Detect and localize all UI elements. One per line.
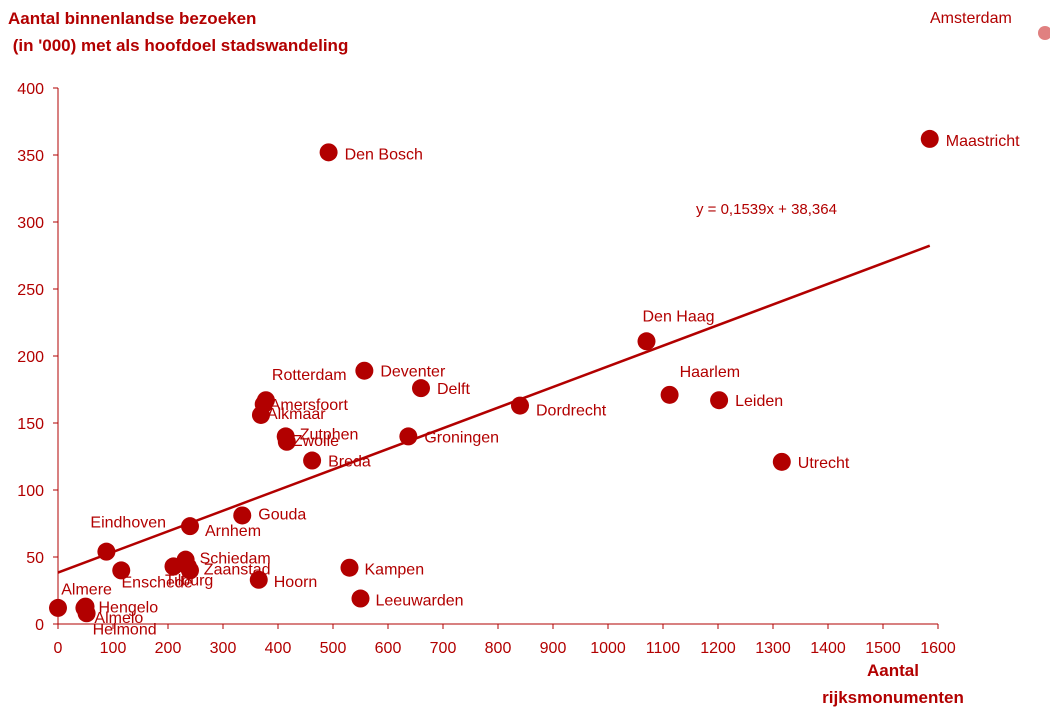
label-kampen: Kampen [365, 562, 425, 579]
label-den-haag: Den Haag [643, 308, 715, 325]
label-maastricht: Maastricht [946, 133, 1020, 150]
x-axis-title: Aantal rijksmonumenten [822, 661, 964, 707]
point-maastricht [920, 129, 939, 148]
point-den-bosch [319, 143, 338, 162]
label-helmond: Helmond [93, 621, 157, 638]
point-delft [412, 379, 430, 398]
outlier-point [1038, 26, 1050, 40]
x-tick-label: 900 [540, 640, 567, 657]
y-axis-title-line-2: (in '000) met als hoofdoel stadswandelin… [8, 36, 348, 55]
y-tick-label: 250 [17, 282, 44, 299]
trendline [57, 244, 931, 574]
label-groningen: Groningen [424, 429, 499, 446]
x-tick-label: 1500 [865, 640, 901, 657]
x-tick-label: 400 [265, 640, 292, 657]
point-groningen [399, 427, 418, 446]
label-almere: Almere [61, 581, 112, 598]
point-dordrecht [511, 396, 529, 415]
label-hoorn: Hoorn [274, 574, 318, 591]
point-leeuwarden [351, 589, 370, 608]
y-axis-title: Aantal binnenlandse bezoeken (in '000) m… [8, 9, 348, 55]
x-tick-label: 1100 [646, 640, 681, 657]
label-rotterdam: Rotterdam [272, 367, 347, 384]
x-tick-label: 1300 [755, 640, 791, 657]
point-helmond [77, 604, 96, 623]
label-zwolle: Zwolle [293, 433, 339, 450]
y-tick-label: 100 [17, 483, 44, 500]
label-hengelo: Hengelo [99, 600, 159, 617]
point-unlabeled [49, 598, 67, 617]
label-leeuwarden: Leeuwarden [376, 593, 464, 610]
label-deventer: Deventer [380, 364, 446, 381]
point-breda [303, 451, 322, 470]
label-gouda: Gouda [258, 506, 306, 523]
label-arnhem: Arnhem [205, 523, 261, 540]
point-almere [112, 561, 131, 580]
x-tick-label: 200 [155, 640, 182, 657]
y-tick-label: 400 [17, 81, 44, 98]
label-den-bosch: Den Bosch [345, 146, 423, 163]
x-tick-label: 1400 [810, 640, 846, 657]
y-tick-label: 50 [26, 550, 44, 567]
y-tick-label: 0 [35, 617, 44, 634]
x-tick-label: 100 [100, 640, 127, 657]
label-enschede: Enschede [122, 574, 193, 591]
point-gouda [233, 506, 252, 525]
label-haarlem: Haarlem [680, 364, 740, 381]
outlier-label: Amsterdam [930, 10, 1012, 27]
label-leiden: Leiden [735, 393, 783, 410]
x-axis-title-line-2: rijksmonumenten [822, 688, 964, 707]
label-amersfoort: Amersfoort [270, 397, 349, 414]
point-labels: Maastricht Den Bosch Den Haag Haarlem Leiden… [61, 133, 1020, 638]
point-den-haag [637, 332, 656, 351]
label-delft: Delft [437, 381, 470, 398]
outlier-group: Amsterdam [930, 10, 1050, 40]
x-tick-label: 0 [54, 640, 63, 657]
x-tick-label: 300 [210, 640, 237, 657]
x-tick-label: 500 [320, 640, 347, 657]
y-tick-label: 300 [17, 215, 44, 232]
point-tilburg [181, 561, 199, 580]
point-haarlem [660, 385, 679, 404]
label-zaanstad: Zaanstad [204, 561, 271, 578]
x-tick-label: 700 [430, 640, 457, 657]
y-axis-ticks: 0 50 100 150 200 250 300 350 400 [17, 81, 58, 634]
x-tick-label: 1000 [590, 640, 626, 657]
y-tick-label: 200 [17, 349, 44, 366]
axes [57, 88, 938, 625]
label-dordrecht: Dordrecht [536, 403, 607, 420]
x-tick-label: 800 [485, 640, 512, 657]
label-eindhoven: Eindhoven [90, 515, 166, 532]
label-breda: Breda [328, 454, 371, 471]
y-axis-title-line-1: Aantal binnenlandse bezoeken [8, 9, 256, 28]
label-tilburg: Tilburg [165, 572, 213, 589]
point-alkmaar [251, 405, 270, 424]
x-tick-label: 1600 [920, 640, 956, 657]
x-tick-label: 600 [375, 640, 402, 657]
point-leiden [710, 391, 729, 410]
point-zwolle [277, 432, 296, 451]
point-eindhoven [97, 542, 116, 561]
label-almelo: Almelo [94, 610, 143, 627]
x-axis-title-line-1: Aantal [867, 661, 919, 680]
label-alkmaar: Alkmaar [267, 406, 326, 423]
x-tick-label: 1200 [700, 640, 736, 657]
label-utrecht: Utrecht [798, 455, 850, 472]
point-arnhem [181, 517, 199, 536]
point-hoorn [249, 570, 268, 589]
point-enschede [164, 557, 183, 576]
point-deventer [355, 361, 374, 380]
label-zutphen: Zutphen [300, 426, 359, 443]
point-utrecht [772, 452, 791, 471]
x-axis-ticks: 0 100 200 300 400 500 600 700 800 900 1000 1100 1200… [54, 624, 956, 657]
trendline-equation: y = 0,1539x + 38,364 [696, 201, 837, 218]
label-schiedam: Schiedam [200, 551, 271, 568]
y-tick-label: 350 [17, 148, 44, 165]
y-tick-label: 150 [17, 416, 44, 433]
data-points [49, 129, 939, 623]
point-kampen [340, 558, 359, 577]
